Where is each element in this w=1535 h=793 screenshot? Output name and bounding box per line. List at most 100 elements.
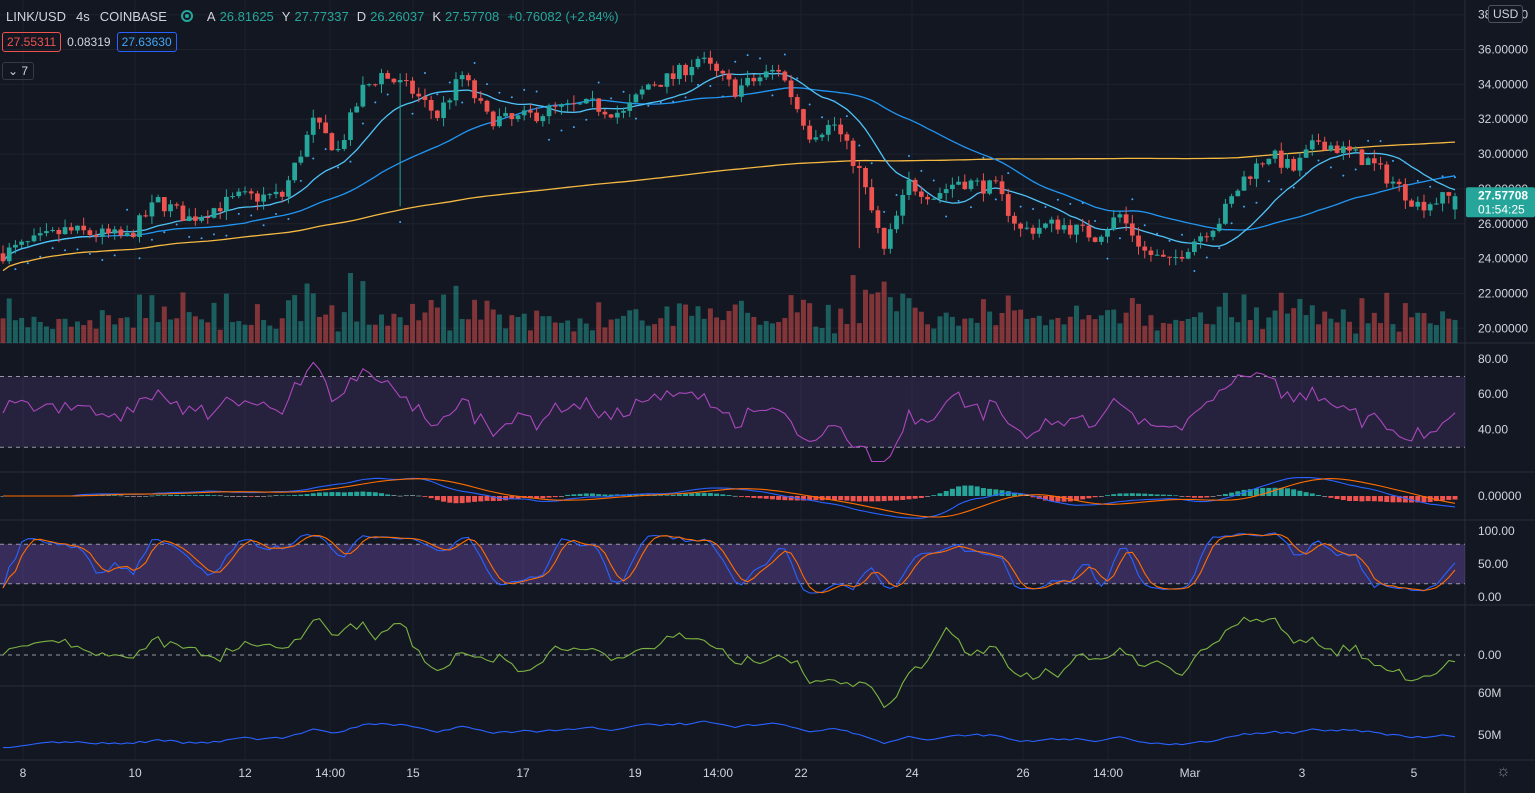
macd-bar — [670, 495, 676, 496]
macd-bar — [714, 493, 720, 496]
volume-bar — [1390, 324, 1396, 343]
volume-bar — [316, 316, 322, 343]
price-tick-label: 36.00000 — [1478, 43, 1528, 57]
macd-bar — [341, 492, 347, 496]
macd-bar — [434, 496, 440, 501]
volume-bar — [385, 325, 391, 343]
candle-body — [155, 197, 161, 203]
legend-value-3[interactable]: 27.63630 — [116, 32, 177, 52]
candle-body — [341, 140, 347, 149]
volume-bar — [180, 292, 186, 343]
macd-bar — [348, 492, 353, 496]
macd-bar — [738, 496, 744, 497]
candle-body — [677, 64, 682, 79]
macd-bar — [534, 496, 540, 499]
psar-dot — [1156, 232, 1159, 235]
macd-bar — [937, 493, 943, 496]
macd-bar — [1142, 493, 1148, 496]
currency-button[interactable]: USD — [1488, 5, 1524, 23]
volume-bar — [745, 312, 751, 343]
volume-bar — [1136, 303, 1142, 343]
psar-dot — [299, 179, 302, 182]
indicator-collapse-button[interactable]: ⌄ 7 — [2, 62, 35, 80]
candle-body — [534, 112, 539, 122]
candle-body — [757, 77, 763, 82]
macd-bar — [106, 494, 111, 496]
psar-dot — [1019, 205, 1022, 208]
macd-bar — [1384, 496, 1390, 503]
candle-body — [708, 57, 713, 64]
psar-dot — [1193, 270, 1196, 273]
candle-body — [1192, 241, 1197, 252]
candle-body — [689, 66, 695, 76]
candle-body — [292, 162, 297, 181]
macd-bar — [509, 496, 515, 500]
volume-series — [0, 273, 1458, 343]
volume-bar — [701, 318, 707, 343]
macd-bar — [137, 496, 142, 497]
candle-body — [112, 229, 118, 234]
psar-dot — [1429, 185, 1432, 188]
candle-body — [130, 233, 136, 238]
volume-bar — [329, 305, 335, 343]
volume-bar — [999, 312, 1005, 343]
volume-bar — [1402, 303, 1408, 343]
candle-body — [1012, 215, 1017, 224]
macd-bar — [726, 495, 732, 496]
volume-bar — [74, 321, 80, 343]
macd-bar — [769, 496, 775, 500]
chart-header: LINK/USD 4s COINBASE A 26.81625 Y 27.77337… — [6, 6, 623, 26]
macd-bar — [273, 495, 279, 496]
macd-bar — [807, 496, 813, 501]
volume-bar — [106, 315, 111, 343]
legend-value-1[interactable]: 27.55311 — [2, 32, 62, 52]
volume-bar — [149, 295, 155, 343]
volume-bar — [534, 310, 540, 343]
psar-dot — [1342, 174, 1345, 177]
candle-body — [19, 241, 24, 245]
candle-body — [360, 84, 366, 107]
psar-dot — [312, 157, 315, 160]
volume-bar — [676, 303, 682, 343]
psar-dot — [1391, 159, 1394, 162]
candle-body — [1198, 236, 1203, 242]
volume-bar — [987, 311, 993, 343]
candle-body — [13, 244, 18, 248]
macd-bar — [751, 496, 757, 498]
volume-bar — [825, 304, 831, 343]
candle-body — [1309, 140, 1315, 150]
volume-bar — [335, 331, 341, 343]
gear-icon[interactable]: ☼ — [1496, 763, 1511, 780]
psar-dot — [138, 257, 141, 260]
candle-body — [832, 124, 837, 126]
volume-bar — [838, 308, 844, 343]
momentum-line — [2, 616, 1456, 709]
candle-body — [1154, 254, 1160, 256]
low-key: D — [356, 8, 367, 24]
candle-body — [1384, 164, 1390, 184]
price-tick-label: 32.00000 — [1478, 112, 1528, 126]
volume-bar — [540, 316, 546, 343]
symbol-label[interactable]: LINK/USD — [6, 8, 66, 24]
volume-bar — [1365, 323, 1371, 343]
macd-bar — [1179, 496, 1185, 497]
candle-body — [335, 148, 341, 151]
macd-bar — [1278, 487, 1284, 496]
candle-body — [813, 137, 819, 140]
macd-signal-line — [3, 478, 1456, 518]
time-tick-label: 14:00 — [1093, 766, 1123, 780]
candle-body — [1303, 149, 1309, 158]
candle-body — [1452, 196, 1458, 210]
macd-bar — [323, 492, 329, 496]
interval-label[interactable]: 4s — [75, 8, 90, 24]
psar-dot — [361, 122, 364, 125]
volume-bar — [254, 304, 260, 343]
macd-bar — [112, 495, 118, 496]
macd-bar — [689, 493, 695, 496]
macd-bar — [875, 496, 881, 502]
macd-bar — [887, 496, 893, 501]
psar-dot — [473, 61, 476, 64]
time-tick-label: 8 — [20, 766, 27, 780]
candle-body — [1111, 217, 1117, 230]
